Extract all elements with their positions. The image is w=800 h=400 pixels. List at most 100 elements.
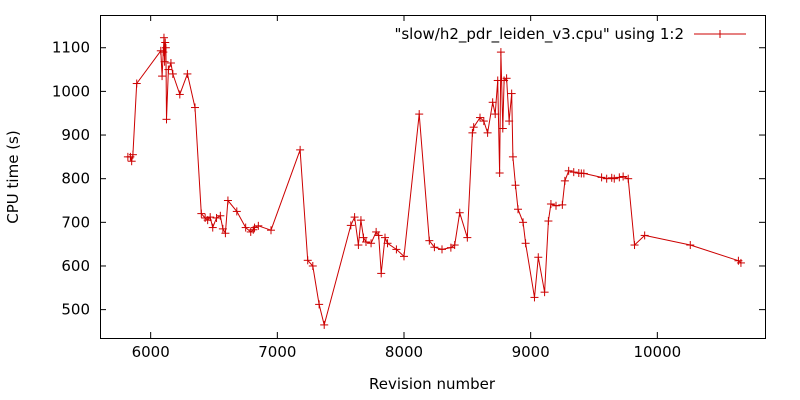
data-point <box>356 216 365 225</box>
axis-tick-labels: 6000 7000 8000 9000 10000 500 600 700 800 900 1000… <box>52 39 681 361</box>
data-point <box>534 253 543 262</box>
data-point <box>350 213 359 222</box>
data-point <box>430 243 439 252</box>
data-point <box>463 233 472 242</box>
legend: "slow/h2_pdr_leiden_v3.cpu" using 1:2 <box>394 25 746 44</box>
data-point <box>400 252 408 261</box>
data-point <box>615 173 624 182</box>
y-axis-label: CPU time (s) <box>4 130 22 223</box>
data-point <box>469 123 478 132</box>
data-point <box>488 98 497 107</box>
data-point <box>686 241 695 250</box>
data-point <box>619 172 628 181</box>
data-point <box>191 103 199 112</box>
x-tick-label: 8000 <box>385 343 423 361</box>
data-point <box>218 224 227 233</box>
y-tick-label: 1000 <box>52 82 90 100</box>
data-point <box>128 150 137 159</box>
data-point <box>450 241 459 250</box>
data-point <box>552 201 560 210</box>
data-point <box>479 117 488 126</box>
data-point <box>315 300 324 309</box>
data-point <box>508 152 517 161</box>
data-point <box>507 89 516 98</box>
data-point <box>383 239 392 248</box>
data-point <box>175 90 184 99</box>
data-point <box>579 169 588 178</box>
y-tick-label: 700 <box>61 213 90 231</box>
data-point <box>610 174 619 183</box>
data-point <box>514 205 522 214</box>
data-point <box>519 218 528 227</box>
data-point <box>544 217 553 226</box>
data-point <box>158 72 167 81</box>
data-point <box>223 196 232 205</box>
data-point <box>540 288 549 297</box>
data-point <box>206 213 215 222</box>
data-point <box>296 145 305 154</box>
x-tick-label: 9000 <box>512 343 550 361</box>
data-point <box>159 48 168 57</box>
y-tick-label: 800 <box>61 170 90 188</box>
data-point <box>491 110 500 119</box>
data-point <box>254 221 263 230</box>
data-point <box>521 239 530 248</box>
data-point <box>374 231 383 240</box>
data-point <box>208 223 217 232</box>
data-point <box>560 176 569 185</box>
y-tick-label: 600 <box>61 257 90 275</box>
data-point <box>241 223 250 232</box>
data-point <box>425 236 434 245</box>
x-axis-label: Revision number <box>369 375 496 393</box>
data-point <box>303 256 312 265</box>
data-point <box>362 237 370 246</box>
data-point <box>250 223 259 232</box>
x-tick-label: 7000 <box>258 343 296 361</box>
series-layer <box>123 33 745 329</box>
data-point <box>476 113 484 122</box>
y-tick-label: 1100 <box>52 39 90 57</box>
data-point <box>161 43 170 52</box>
data-point <box>558 200 567 209</box>
data-point <box>320 320 329 329</box>
data-point <box>640 231 649 240</box>
data-point <box>221 229 230 238</box>
data-point <box>624 174 633 183</box>
legend-label: "slow/h2_pdr_leiden_v3.cpu" using 1:2 <box>394 25 684 44</box>
data-point <box>197 209 206 218</box>
data-point <box>183 69 192 78</box>
data-point <box>160 57 169 66</box>
data-point <box>564 166 573 175</box>
y-tick-label: 900 <box>61 126 90 144</box>
data-point <box>415 110 424 119</box>
data-point <box>381 233 389 242</box>
legend-marker-sample <box>716 30 724 38</box>
data-point <box>159 33 168 42</box>
data-point <box>127 157 136 166</box>
data-point <box>530 293 539 302</box>
data-point <box>468 128 477 137</box>
data-point <box>168 69 177 78</box>
x-tick-label: 6000 <box>132 343 170 361</box>
data-point <box>359 233 368 242</box>
data-point <box>569 168 578 177</box>
data-point <box>505 117 514 126</box>
data-point <box>354 241 363 250</box>
data-point <box>597 173 606 182</box>
data-point <box>267 226 275 235</box>
data-point <box>496 48 505 57</box>
data-point <box>498 124 507 133</box>
data-point <box>232 207 241 216</box>
data-point <box>164 65 173 74</box>
data-point <box>216 211 225 220</box>
data-point <box>377 269 386 278</box>
data-point <box>630 241 639 250</box>
data-point <box>308 261 317 270</box>
data-point <box>367 239 376 248</box>
data-point <box>546 199 555 208</box>
data-point <box>511 181 520 190</box>
data-point <box>455 208 464 217</box>
data-point <box>438 245 446 254</box>
